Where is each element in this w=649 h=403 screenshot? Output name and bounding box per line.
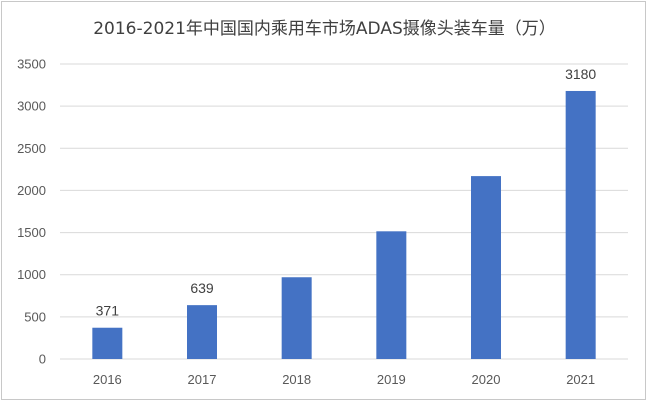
chart-title: 2016-2021年中国国内乘用车市场ADAS摄像头装车量（万） [93,19,556,39]
y-tick-label: 2000 [17,183,46,198]
data-label: 639 [190,280,214,296]
bar-2019 [376,231,407,359]
bar-2020 [471,176,501,359]
y-tick-label: 1500 [17,225,46,240]
y-tick-label: 500 [24,309,46,324]
x-tick-label: 2018 [282,372,311,387]
gridlines [60,63,628,360]
data-label: 371 [96,303,120,319]
y-tick-label: 3000 [17,99,46,114]
data-label: 3180 [565,66,596,82]
y-tick-label: 0 [39,352,46,367]
x-tick-label: 2021 [566,372,595,387]
y-tick-label: 2500 [17,141,46,156]
x-tick-label: 2016 [93,372,122,387]
bar-2017 [187,305,217,359]
data-labels: 371 639 3180 [96,66,597,319]
bar-2021 [565,90,596,359]
y-tick-label: 1000 [17,267,46,282]
y-axis-ticks: 0 500 1000 1500 2000 2500 3000 3500 [17,57,46,367]
y-tick-label: 3500 [17,57,46,72]
x-tick-label: 2017 [188,372,217,387]
bar-2018 [281,277,312,359]
x-tick-label: 2020 [472,372,501,387]
x-tick-label: 2019 [377,372,406,387]
bar-2016 [92,327,123,359]
bars [92,90,596,359]
x-axis-ticks: 2016 2017 2018 2019 2020 2021 [93,372,595,387]
